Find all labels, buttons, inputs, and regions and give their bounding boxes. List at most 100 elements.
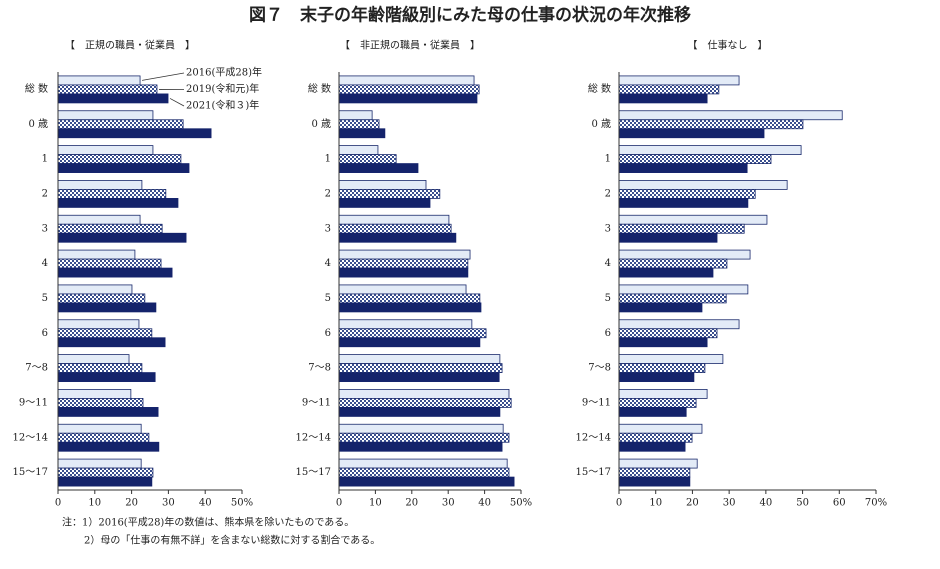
bar [57, 249, 136, 260]
bar [57, 302, 157, 313]
bar [338, 163, 419, 173]
legend-label: 2016(平成28)年 [186, 66, 262, 79]
bar [618, 198, 749, 208]
bar [618, 223, 745, 234]
legend-leader [169, 98, 185, 107]
y-tick-label: 0 歳 [591, 118, 611, 130]
y-tick-label: 総 数 [25, 82, 48, 95]
bar [618, 293, 727, 304]
legend-leader [141, 72, 185, 81]
note: 2）母の「仕事の有無不詳」を含まない総数に対する割合である。 [84, 534, 380, 547]
bar [338, 258, 469, 269]
panel-title: 【 非正規の職員・従業員 】 [340, 39, 480, 52]
bar [57, 258, 162, 269]
bar [57, 214, 141, 225]
y-tick-label: 3 [325, 223, 331, 234]
bar [57, 284, 133, 295]
y-tick-label: 0 歳 [28, 118, 48, 130]
bar [338, 267, 469, 278]
bar [618, 476, 691, 487]
bar [338, 328, 487, 339]
y-tick-label: 1 [605, 154, 611, 165]
bar [57, 337, 166, 348]
y-tick-label: 1 [325, 154, 331, 165]
bar [57, 154, 182, 164]
y-tick-label: 9～11 [302, 397, 331, 408]
bar [338, 337, 481, 348]
note: 注：1）2016(平成28)年の数値は、熊本県を除いたものである。 [62, 516, 354, 529]
bar [618, 84, 720, 95]
bar [338, 223, 452, 234]
bar [618, 93, 708, 104]
bar [338, 354, 501, 364]
y-tick-label: 4 [42, 258, 48, 269]
x-tick-label: 30 [162, 498, 175, 509]
y-tick-label: 9～11 [582, 397, 611, 408]
x-tick-label: 70% [865, 498, 887, 509]
bar [338, 214, 450, 225]
bar [57, 267, 173, 278]
bar [618, 432, 693, 443]
bar [338, 458, 508, 469]
bar [338, 407, 501, 417]
y-tick-label: 7～8 [588, 363, 611, 374]
bar [57, 198, 179, 208]
bar [618, 467, 691, 478]
x-tick-label: 10 [649, 498, 662, 509]
bar [57, 84, 158, 95]
bar [57, 389, 132, 399]
bar [57, 407, 159, 417]
bar [57, 223, 163, 234]
y-tick-label: 総 数 [588, 82, 611, 95]
bar [618, 398, 697, 408]
bar [618, 232, 718, 243]
x-tick-label: 0 [336, 498, 342, 509]
y-tick-label: 15～17 [576, 467, 611, 478]
bar [618, 354, 724, 364]
bar [618, 441, 686, 452]
bar [338, 467, 510, 478]
y-tick-label: 6 [42, 328, 48, 339]
bar [338, 84, 480, 95]
bar [618, 284, 749, 295]
bar [57, 458, 142, 469]
x-tick-label: 10 [88, 498, 101, 509]
bar [618, 189, 756, 199]
bar [338, 189, 441, 199]
y-tick-label: 5 [325, 293, 331, 304]
bar [338, 476, 515, 487]
bar [57, 398, 144, 408]
y-tick-label: 12～14 [13, 432, 48, 443]
y-tick-label: 6 [325, 328, 331, 339]
bar [338, 372, 500, 382]
panel-title: 【 正規の職員・従業員 】 [65, 39, 195, 52]
bar [618, 423, 703, 434]
y-tick-label: 15～17 [296, 467, 331, 478]
bar [618, 458, 698, 469]
y-tick-label: 0 歳 [311, 118, 331, 130]
bar [618, 328, 718, 339]
y-tick-label: 5 [605, 293, 611, 304]
bar [57, 163, 190, 173]
y-tick-label: 9～11 [19, 397, 48, 408]
x-tick-label: 40 [199, 498, 212, 509]
bar [618, 128, 765, 139]
bar [618, 214, 768, 225]
y-tick-label: 12～14 [296, 432, 331, 443]
y-tick-label: 7～8 [25, 363, 48, 374]
bar [338, 232, 457, 243]
bar [57, 232, 187, 243]
page-title: 図７ 末子の年齢階級別にみた母の仕事の状況の年次推移 [249, 5, 691, 26]
bar [338, 145, 379, 155]
x-tick-label: 20 [125, 498, 138, 509]
bar [338, 284, 467, 295]
x-tick-label: 10 [369, 498, 382, 509]
bar [57, 441, 160, 452]
bar [618, 372, 695, 382]
x-tick-label: 40 [759, 498, 772, 509]
bar [57, 328, 153, 339]
bar [57, 432, 150, 443]
bar [57, 319, 140, 330]
bar [338, 93, 478, 104]
